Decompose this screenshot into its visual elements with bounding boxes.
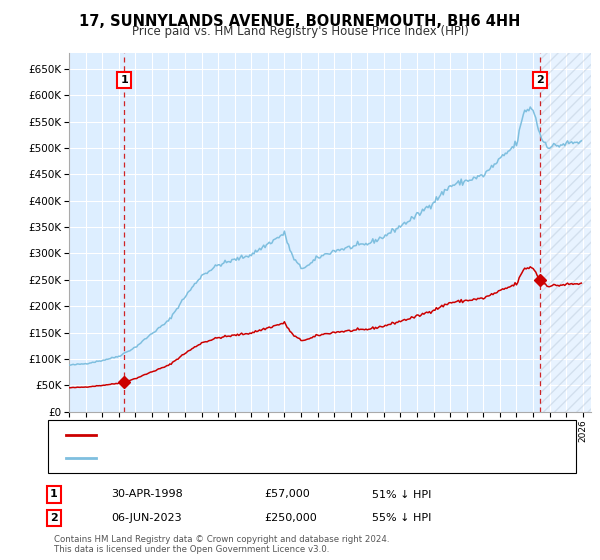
Text: Contains HM Land Registry data © Crown copyright and database right 2024.
This d: Contains HM Land Registry data © Crown c…: [54, 535, 389, 554]
Text: £250,000: £250,000: [264, 513, 317, 523]
Text: Price paid vs. HM Land Registry's House Price Index (HPI): Price paid vs. HM Land Registry's House …: [131, 25, 469, 38]
Text: 2: 2: [536, 75, 544, 85]
Text: HPI: Average price, detached house, Bournemouth Christchurch and Poole: HPI: Average price, detached house, Bour…: [102, 453, 490, 463]
Text: 1: 1: [121, 75, 128, 85]
Text: 1: 1: [50, 489, 58, 500]
Text: 30-APR-1998: 30-APR-1998: [111, 489, 183, 500]
Text: 55% ↓ HPI: 55% ↓ HPI: [372, 513, 431, 523]
Text: 06-JUN-2023: 06-JUN-2023: [111, 513, 182, 523]
Text: £57,000: £57,000: [264, 489, 310, 500]
Text: 51% ↓ HPI: 51% ↓ HPI: [372, 489, 431, 500]
Bar: [540, 53, 591, 412]
Text: 17, SUNNYLANDS AVENUE, BOURNEMOUTH, BH6 4HH: 17, SUNNYLANDS AVENUE, BOURNEMOUTH, BH6 …: [79, 14, 521, 29]
Text: 2: 2: [50, 513, 58, 523]
Text: 17, SUNNYLANDS AVENUE, BOURNEMOUTH, BH6 4HH (detached house): 17, SUNNYLANDS AVENUE, BOURNEMOUTH, BH6 …: [102, 430, 476, 440]
